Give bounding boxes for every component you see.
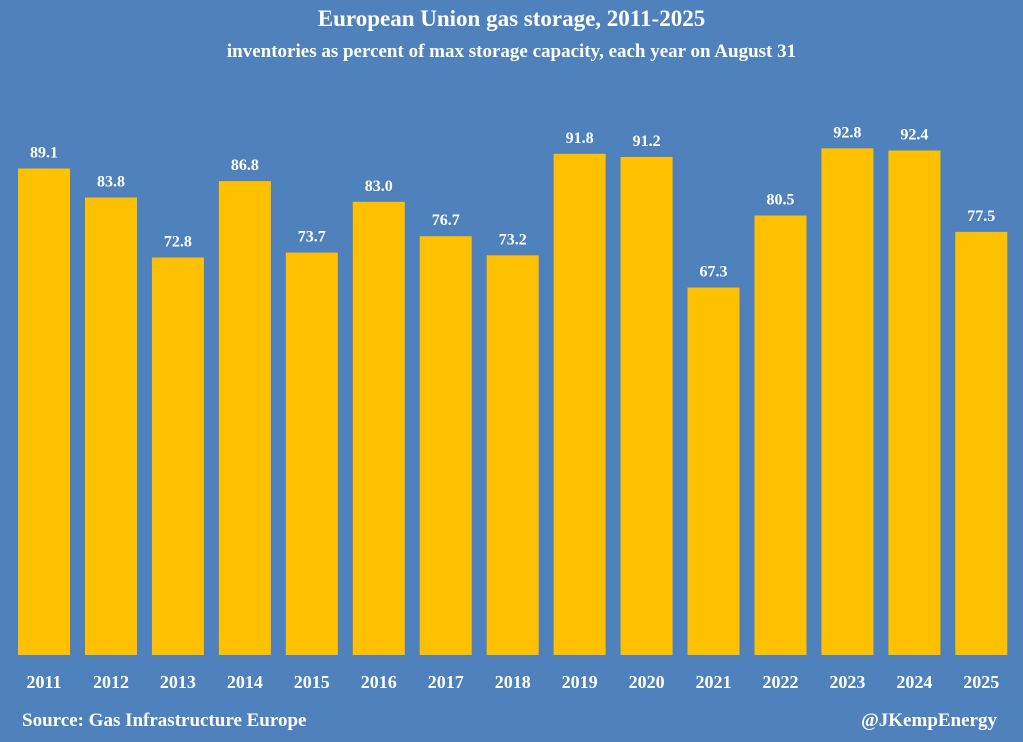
x-tick-label-2021: 2021 xyxy=(696,672,732,692)
x-tick-label-2016: 2016 xyxy=(361,672,397,692)
data-label-2019: 91.8 xyxy=(566,130,594,147)
data-label-2018: 73.2 xyxy=(499,231,527,248)
bar-2020 xyxy=(620,157,673,655)
bar-2019 xyxy=(553,153,606,656)
bar-2013 xyxy=(151,257,204,655)
data-label-2016: 83.0 xyxy=(365,178,393,195)
x-tick-label-2025: 2025 xyxy=(963,672,999,692)
bar-2012 xyxy=(85,197,137,655)
bar-2015 xyxy=(285,252,338,655)
x-tick-label-2018: 2018 xyxy=(495,672,531,692)
x-tick-label-2020: 2020 xyxy=(629,672,665,692)
data-label-2014: 86.8 xyxy=(231,157,259,174)
data-label-2015: 73.7 xyxy=(298,229,326,246)
data-label-2012: 83.8 xyxy=(97,174,125,191)
bar-2024 xyxy=(888,150,941,655)
data-label-2023: 92.8 xyxy=(833,124,861,141)
x-tick-label-2024: 2024 xyxy=(896,672,932,692)
x-tick-label-2017: 2017 xyxy=(428,672,464,692)
data-label-2025: 77.5 xyxy=(967,208,995,225)
bar-2011 xyxy=(18,168,70,655)
credit-handle: @JKempEnergy xyxy=(861,710,997,731)
x-tick-label-2015: 2015 xyxy=(294,672,330,692)
x-tick-label-2013: 2013 xyxy=(160,672,196,692)
source-note: Source: Gas Infrastructure Europe xyxy=(22,710,307,731)
bar-2014 xyxy=(218,181,271,655)
bar-2018 xyxy=(486,255,539,656)
bar-2023 xyxy=(821,148,874,656)
bar-2025 xyxy=(955,231,1008,655)
x-tick-label-2012: 2012 xyxy=(93,672,129,692)
x-tick-label-2019: 2019 xyxy=(562,672,598,692)
bar-2017 xyxy=(419,236,472,655)
chart-title: European Union gas storage, 2011-2025 xyxy=(317,6,706,31)
data-label-2013: 72.8 xyxy=(164,234,192,251)
bar-2016 xyxy=(352,201,405,656)
bar-2021 xyxy=(687,287,740,655)
x-tick-label-2023: 2023 xyxy=(829,672,865,692)
data-label-2022: 80.5 xyxy=(767,192,795,209)
x-tick-label-2022: 2022 xyxy=(763,672,799,692)
data-label-2021: 67.3 xyxy=(700,264,728,281)
chart-subtitle: inventories as percent of max storage ca… xyxy=(226,41,797,62)
bar-2022 xyxy=(754,215,807,655)
x-tick-label-2014: 2014 xyxy=(227,672,263,692)
data-label-2011: 89.1 xyxy=(30,145,58,162)
data-label-2017: 76.7 xyxy=(432,212,460,229)
data-label-2020: 91.2 xyxy=(633,133,661,150)
data-label-2024: 92.4 xyxy=(900,127,928,144)
x-tick-label-2011: 2011 xyxy=(26,672,61,692)
